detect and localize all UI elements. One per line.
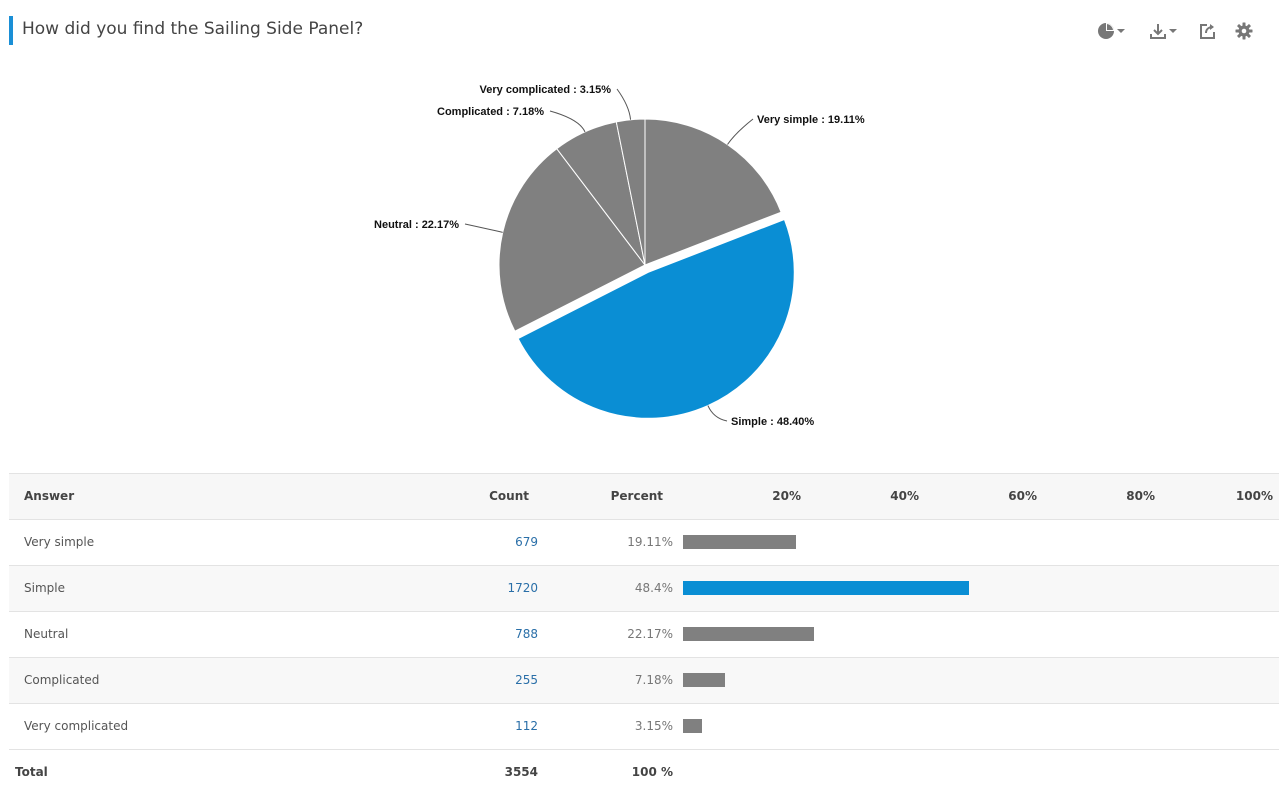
download-icon <box>1149 22 1167 40</box>
count-link[interactable]: 1720 <box>507 581 538 595</box>
count-link[interactable]: 112 <box>515 719 538 733</box>
pie-slice-very-complicated[interactable] <box>615 118 646 266</box>
share-icon <box>1199 22 1217 40</box>
percent-value: 48.4% <box>634 581 673 595</box>
pie-data-label: Very simple : 19.11% <box>757 114 865 126</box>
pie-label-connector <box>464 223 503 233</box>
total-count: 3554 <box>504 765 538 779</box>
table-total-row: Total 3554 100 % <box>9 750 1279 795</box>
count-link[interactable]: 788 <box>515 627 538 641</box>
table-header-row: Answer Count Percent 20% 40% 60% 80% 100… <box>9 473 1279 520</box>
scale-label-20: 20% <box>772 489 801 503</box>
pie-label-connector <box>616 88 632 120</box>
percent-bar <box>683 581 969 595</box>
pie-data-label: Simple : 48.40% <box>731 416 814 428</box>
chevron-down-icon <box>1117 28 1125 34</box>
pie-slice-simple[interactable] <box>517 218 795 419</box>
answer-label: Complicated <box>24 673 100 687</box>
download-button[interactable] <box>1149 20 1177 42</box>
table-row: Very complicated 112 3.15% <box>9 704 1279 750</box>
chevron-down-icon <box>1169 28 1177 34</box>
pie-label-connector <box>727 118 754 145</box>
percent-bar <box>683 535 796 549</box>
scale-label-80: 80% <box>1126 489 1155 503</box>
percent-value: 7.18% <box>634 673 673 687</box>
pie-chart-svg: Very simple : 19.11% Simple : 48.40% Neutr… <box>374 84 865 428</box>
answer-label: Simple <box>24 581 65 595</box>
percent-bar <box>683 627 814 641</box>
pie-slice-neutral[interactable] <box>498 147 646 332</box>
percent-value: 3.15% <box>634 719 673 733</box>
pie-data-label: Very complicated : 3.15% <box>480 84 612 96</box>
percent-value: 22.17% <box>627 627 673 641</box>
widget-title: How did you find the Sailing Side Panel? <box>22 19 364 39</box>
gear-icon <box>1235 22 1253 40</box>
widget-header: How did you find the Sailing Side Panel? <box>0 0 1284 62</box>
header-answer: Answer <box>24 489 75 503</box>
chart-type-button[interactable] <box>1097 20 1125 42</box>
answer-label: Neutral <box>24 627 69 641</box>
share-button[interactable] <box>1199 20 1217 42</box>
total-percent: 100 % <box>631 765 673 779</box>
header-percent: Percent <box>610 489 663 503</box>
scale-label-100: 100% <box>1235 489 1273 503</box>
pie-chart: Very simple : 19.11% Simple : 48.40% Neutr… <box>0 62 1284 470</box>
pie-chart-icon <box>1097 22 1115 40</box>
table-row: Very simple 679 19.11% <box>9 520 1279 566</box>
pie-data-label: Neutral : 22.17% <box>374 219 459 231</box>
settings-button[interactable] <box>1235 20 1253 42</box>
title-accent-bar <box>9 16 13 45</box>
count-link[interactable]: 679 <box>515 535 538 549</box>
table-row: Complicated 255 7.18% <box>9 658 1279 704</box>
answer-label: Very complicated <box>24 719 129 733</box>
table-row: Neutral 788 22.17% <box>9 612 1279 658</box>
results-table: Answer Count Percent 20% 40% 60% 80% 100… <box>9 473 1279 795</box>
percent-value: 19.11% <box>627 535 673 549</box>
percent-bar <box>683 719 702 733</box>
pie-label-connector <box>707 405 728 422</box>
answer-label: Very simple <box>24 535 95 549</box>
scale-label-60: 60% <box>1008 489 1037 503</box>
header-count: Count <box>489 489 529 503</box>
count-link[interactable]: 255 <box>515 673 538 687</box>
pie-label-connector <box>549 110 586 133</box>
table-row: Simple 1720 48.4% <box>9 566 1279 612</box>
pie-data-label: Complicated : 7.18% <box>437 106 544 118</box>
total-label: Total <box>15 765 48 779</box>
scale-label-40: 40% <box>890 489 919 503</box>
percent-bar <box>683 673 726 687</box>
pie-slice-very-simple[interactable] <box>644 118 782 266</box>
